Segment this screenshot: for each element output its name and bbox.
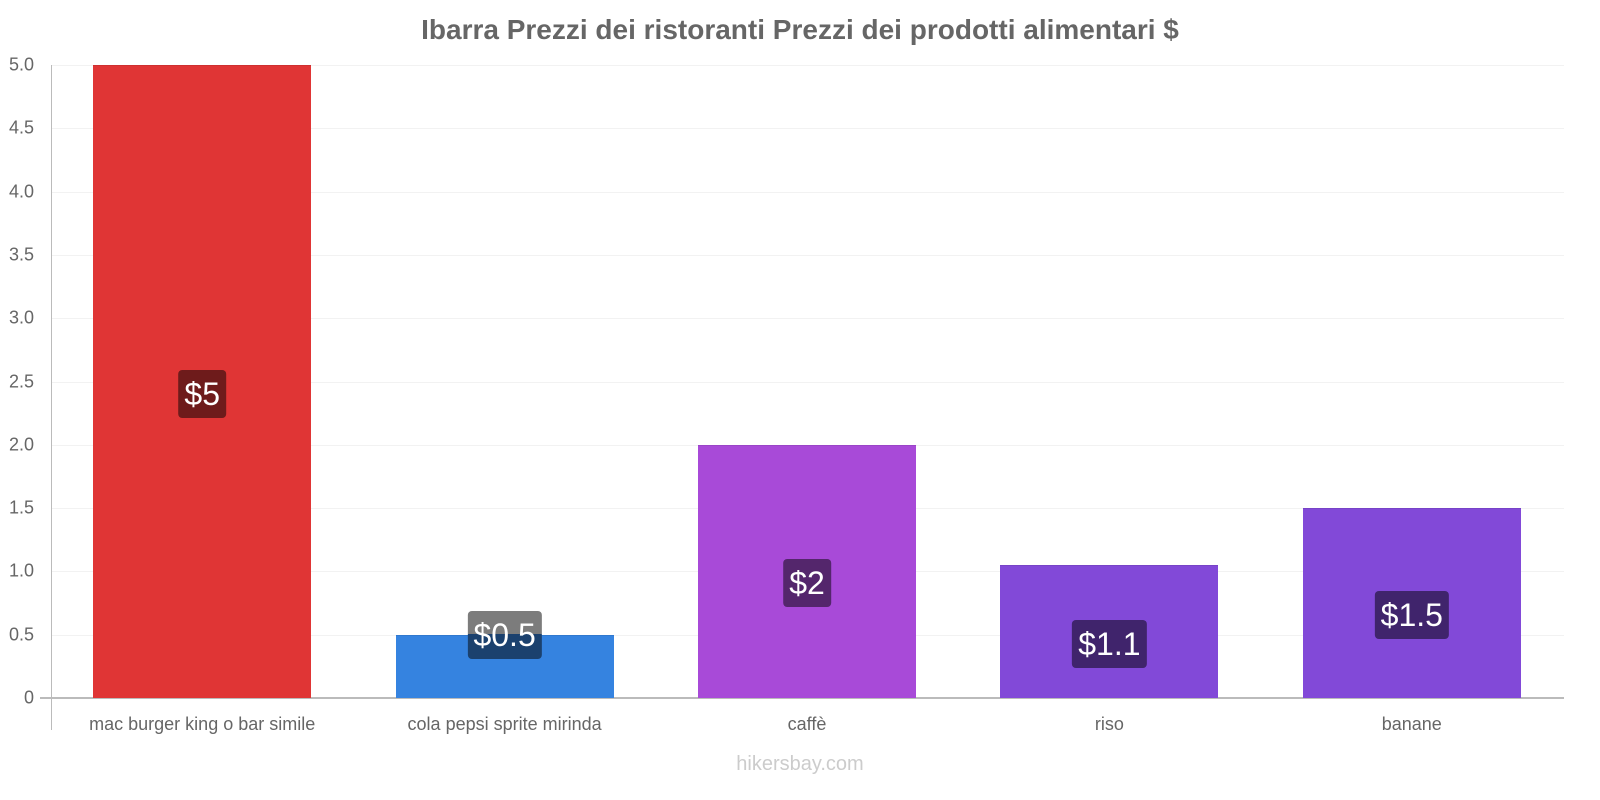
y-axis-line xyxy=(51,65,52,730)
bar-value-label: $5 xyxy=(178,370,226,418)
x-tick-label: mac burger king o bar simile xyxy=(89,714,315,735)
x-tick-label: riso xyxy=(1095,714,1124,735)
bar-value-label: $1.1 xyxy=(1072,620,1146,668)
x-tick-label: banane xyxy=(1382,714,1442,735)
chart-title: Ibarra Prezzi dei ristoranti Prezzi dei … xyxy=(0,14,1600,46)
bar-value-label: $0.5 xyxy=(467,611,541,659)
y-tick-label: 0 xyxy=(0,688,34,709)
x-tick-label: caffè xyxy=(788,714,827,735)
bar-value-label: $1.5 xyxy=(1375,591,1449,639)
y-tick-label: 3.5 xyxy=(0,244,34,265)
watermark: hikersbay.com xyxy=(0,753,1600,776)
x-tick-label: cola pepsi sprite mirinda xyxy=(408,714,602,735)
y-tick-label: 3.0 xyxy=(0,308,34,329)
y-tick-label: 1.0 xyxy=(0,561,34,582)
y-tick-label: 2.0 xyxy=(0,434,34,455)
y-tick-label: 4.0 xyxy=(0,181,34,202)
bar-value-label: $2 xyxy=(783,559,831,607)
y-tick-label: 4.5 xyxy=(0,118,34,139)
y-tick-label: 0.5 xyxy=(0,624,34,645)
y-tick-label: 2.5 xyxy=(0,371,34,392)
y-tick-label: 5.0 xyxy=(0,55,34,76)
y-tick-label: 1.5 xyxy=(0,498,34,519)
